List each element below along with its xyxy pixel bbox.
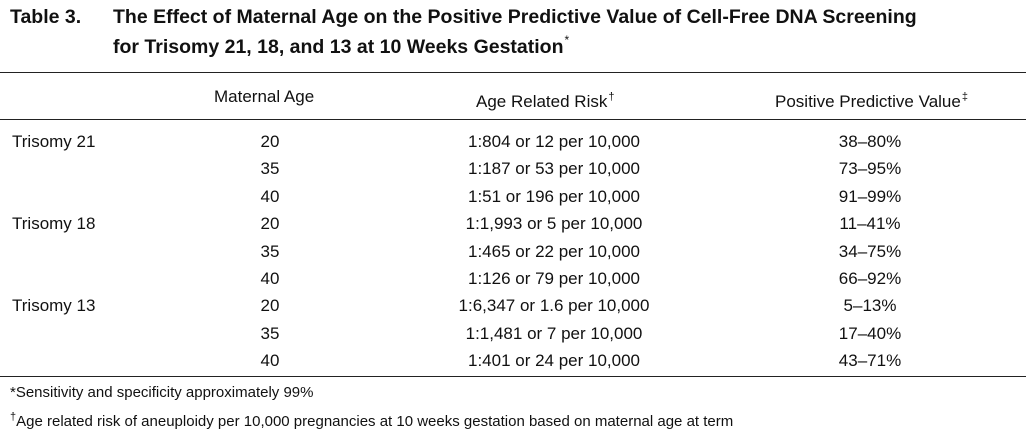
age-risk-cell: 1:804 or 12 per 10,000	[467, 132, 641, 151]
age-risk-cell: 1:465 or 22 per 10,000	[467, 241, 641, 261]
table-number-label: Table 3.	[10, 6, 82, 28]
ppv-cell: 38–80%	[838, 132, 902, 151]
age-risk-cell: 1:126 or 79 per 10,000	[467, 268, 641, 288]
ppv-cell: 17–40%	[838, 323, 902, 343]
table-row: Trisomy 18 20 1:1,993 or 5 per 10,000 11…	[0, 213, 1026, 240]
top-rule	[0, 72, 1026, 73]
condition-cell: Trisomy 18	[12, 214, 96, 234]
ppv-cell: 43–71%	[838, 351, 902, 371]
table-row: 40 1:51 or 196 per 10,000 91–99%	[0, 186, 1026, 213]
footnotes: *Sensitivity and specificity approximate…	[10, 381, 733, 434]
maternal-age-cell: 35	[260, 159, 280, 179]
title-footnote-marker: *	[564, 33, 570, 47]
maternal-age-cell: 40	[260, 186, 280, 206]
header-maternal-age: Maternal Age	[214, 86, 314, 108]
age-risk-cell: 1:1,993 or 5 per 10,000	[465, 214, 643, 234]
age-risk-cell: 1:187 or 53 per 10,000	[467, 159, 641, 179]
footnote-1-text: *Sensitivity and specificity approximate…	[10, 384, 314, 401]
header-rule	[0, 119, 1026, 120]
header-ppv-label: Positive Predictive Value	[775, 92, 961, 111]
condition-cell: Trisomy 21	[12, 132, 96, 151]
bottom-rule	[0, 376, 1026, 377]
table-row: 35 1:465 or 22 per 10,000 34–75%	[0, 241, 1026, 268]
age-risk-cell: 1:1,481 or 7 per 10,000	[465, 323, 643, 343]
maternal-age-cell: 20	[260, 296, 280, 316]
table-row: 35 1:1,481 or 7 per 10,000 17–40%	[0, 323, 1026, 350]
header-ppv-footnote-marker: ‡	[961, 91, 968, 103]
footnote-1: *Sensitivity and specificity approximate…	[10, 381, 733, 405]
ppv-cell: 91–99%	[838, 186, 902, 206]
maternal-age-cell: 20	[260, 214, 280, 234]
table-row: Trisomy 21 20 1:804 or 12 per 10,000 38–…	[0, 131, 1026, 158]
header-maternal-age-label: Maternal Age	[214, 87, 315, 106]
header-age-related-risk: Age Related Risk†	[476, 86, 614, 113]
table-row: 35 1:187 or 53 per 10,000 73–95%	[0, 158, 1026, 185]
header-ppv: Positive Predictive Value‡	[775, 86, 968, 113]
title-text-line-2: for Trisomy 21, 18, and 13 at 10 Weeks G…	[113, 36, 564, 58]
footnote-2-marker: †	[10, 411, 17, 423]
ppv-cell: 5–13%	[843, 296, 897, 316]
table-title: Table 3. The Effect of Maternal Age on t…	[10, 6, 1020, 59]
table-row: 40 1:401 or 24 per 10,000 43–71%	[0, 350, 1026, 377]
header-age-related-risk-label: Age Related Risk	[476, 92, 608, 111]
age-risk-cell: 1:51 or 196 per 10,000	[467, 186, 641, 206]
maternal-age-cell: 35	[260, 241, 280, 261]
title-text-line-1: The Effect of Maternal Age on the Positi…	[113, 6, 917, 28]
title-line-1: Table 3. The Effect of Maternal Age on t…	[10, 6, 1020, 29]
table-row: Trisomy 13 20 1:6,347 or 1.6 per 10,000 …	[0, 295, 1026, 322]
ppv-cell: 66–92%	[838, 268, 902, 288]
footnote-2-text: Age related risk of aneuploidy per 10,00…	[16, 413, 734, 430]
table-row: 40 1:126 or 79 per 10,000 66–92%	[0, 268, 1026, 295]
age-risk-cell: 1:401 or 24 per 10,000	[467, 351, 641, 371]
ppv-cell: 73–95%	[838, 159, 902, 179]
age-risk-cell: 1:6,347 or 1.6 per 10,000	[458, 296, 650, 316]
ppv-cell: 34–75%	[838, 241, 902, 261]
table-body: Trisomy 21 20 1:804 or 12 per 10,000 38–…	[0, 131, 1026, 378]
ppv-cell: 11–41%	[839, 214, 901, 234]
condition-cell: Trisomy 13	[12, 296, 96, 316]
maternal-age-cell: 40	[260, 351, 280, 371]
maternal-age-cell: 35	[260, 323, 280, 343]
maternal-age-cell: 20	[260, 132, 280, 151]
title-line-2: for Trisomy 21, 18, and 13 at 10 Weeks G…	[10, 29, 1020, 59]
footnote-2: †Age related risk of aneuploidy per 10,0…	[10, 405, 733, 434]
header-risk-footnote-marker: †	[608, 91, 615, 103]
maternal-age-cell: 40	[260, 268, 280, 288]
